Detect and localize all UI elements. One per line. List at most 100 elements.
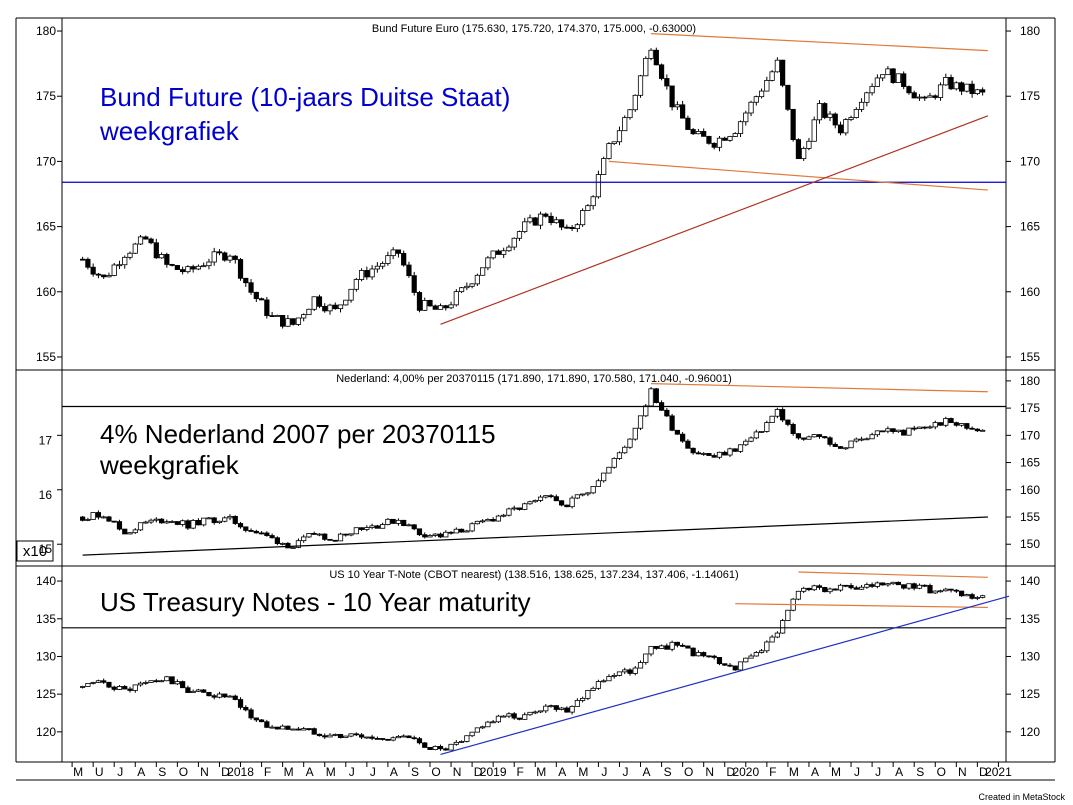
candle-body: [895, 429, 902, 433]
candle-body: [369, 525, 375, 528]
candle-body: [537, 710, 544, 713]
candle-body: [311, 533, 317, 535]
candle-body: [422, 534, 428, 538]
x-tick-label: M: [326, 765, 336, 779]
candle-body: [280, 725, 286, 730]
candle-body: [358, 734, 365, 738]
candle-body: [874, 77, 880, 87]
candle-body: [395, 519, 402, 524]
candle-body: [785, 419, 791, 425]
candle-body: [722, 451, 728, 456]
bund-left-tick-label: 160: [36, 285, 56, 299]
candle-body: [569, 227, 575, 230]
candle-body: [953, 82, 959, 90]
us-right-tick-label: 140: [1020, 574, 1040, 588]
candle-body: [227, 255, 233, 261]
candle-body: [527, 217, 533, 223]
candle-body: [648, 49, 654, 59]
candle-body: [306, 533, 312, 538]
candle-body: [95, 512, 102, 518]
candle-body: [869, 434, 875, 440]
candle-body: [980, 89, 986, 93]
candle-body: [743, 657, 749, 663]
candle-body: [611, 675, 617, 677]
candle-body: [958, 423, 965, 426]
bund-right-tick-label: 175: [1020, 89, 1040, 103]
candle-body: [785, 84, 791, 110]
candle-body: [748, 101, 754, 114]
candle-body: [880, 430, 886, 433]
candle-body: [716, 451, 723, 458]
x-tick-label: F: [264, 765, 271, 779]
candle-body: [458, 740, 465, 743]
candle-body: [711, 142, 717, 148]
candle-body: [306, 728, 312, 730]
x-tick-label: O: [179, 765, 188, 779]
x-tick-label: M: [789, 765, 799, 779]
us-right-tick-label: 125: [1020, 687, 1040, 701]
candle-body: [727, 664, 733, 667]
candle-body: [495, 250, 502, 255]
candle-body: [574, 224, 580, 230]
candle-body: [901, 429, 907, 436]
candle-body: [385, 738, 391, 741]
candle-body: [237, 699, 244, 708]
x-tick-label: O: [431, 765, 440, 779]
candle-body: [932, 95, 938, 98]
candle-body: [711, 655, 717, 658]
candle-body: [243, 706, 249, 711]
bund-right-tick-label: 165: [1020, 220, 1040, 234]
trendline: [651, 383, 988, 393]
candle-body: [495, 515, 502, 522]
candle-body: [290, 728, 296, 731]
candle-body: [590, 486, 596, 494]
x-tick-label: N: [958, 765, 967, 779]
candle-body: [153, 518, 159, 521]
candle-body: [695, 652, 702, 657]
candle-body: [222, 517, 228, 522]
candle-body: [164, 676, 170, 682]
candle-body: [937, 590, 944, 593]
candle-body: [127, 688, 133, 691]
x-tick-label: M: [284, 765, 294, 779]
candle-body: [464, 530, 470, 533]
candle-body: [501, 250, 507, 255]
candle-body: [758, 650, 765, 653]
candle-body: [253, 530, 259, 534]
candle-body: [211, 517, 217, 524]
candle-body: [864, 92, 870, 103]
candle-body: [880, 74, 886, 79]
candle-body: [690, 647, 696, 657]
candle-body: [932, 590, 938, 594]
candle-body: [201, 689, 207, 693]
trendline: [440, 115, 989, 325]
axis-ticks: 155 160 165 170 175 180 155 160 165 170 175 180 150 1…: [36, 24, 1040, 739]
candle-body: [669, 415, 675, 431]
trendline: [440, 595, 1010, 756]
candle-body: [195, 519, 202, 526]
candle-body: [274, 315, 280, 317]
candle-body: [837, 124, 844, 134]
candle-body: [716, 657, 723, 665]
candle-body: [774, 409, 780, 417]
candle-body: [890, 428, 896, 433]
candle-body: [922, 584, 928, 587]
candle-body: [343, 533, 349, 536]
candle-body: [364, 736, 370, 739]
candle-body: [480, 520, 486, 523]
candle-body: [753, 431, 759, 439]
candle-body: [590, 196, 596, 207]
candle-body: [916, 584, 923, 589]
candle-body: [822, 103, 828, 118]
candle-body: [948, 77, 954, 90]
candle-body: [558, 707, 565, 710]
candle-body: [953, 589, 959, 592]
candle-body: [153, 242, 159, 259]
trendlines: [62, 33, 1010, 756]
candle-body: [222, 693, 228, 698]
candle-body: [674, 104, 680, 108]
candle-body: [664, 409, 670, 417]
candle-body: [95, 273, 102, 276]
candle-body: [674, 641, 680, 646]
candle-body: [695, 452, 702, 455]
